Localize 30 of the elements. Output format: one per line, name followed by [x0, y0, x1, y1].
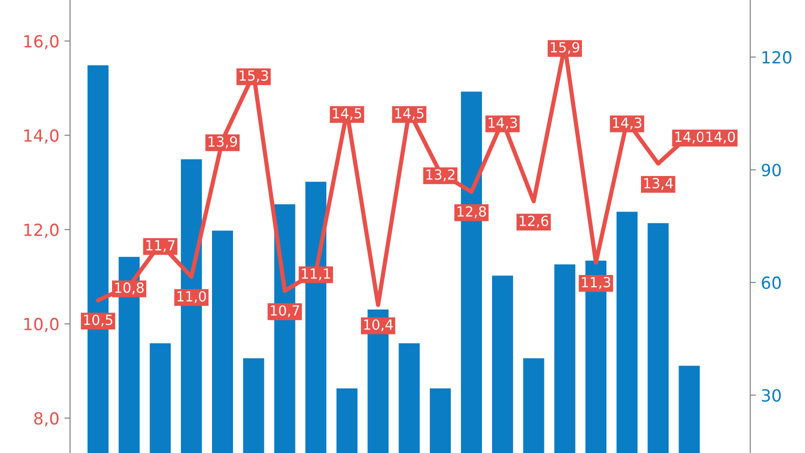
y2-tick-label: 60: [762, 276, 781, 290]
data-label: 10,7: [270, 305, 300, 318]
data-label: 11,1: [302, 268, 330, 280]
data-label: 14,0: [706, 132, 735, 144]
data-label: 11,3: [582, 276, 610, 289]
data-label: 13,4: [644, 178, 673, 190]
y-tick-label: 12,0: [24, 224, 59, 238]
y-tick-label: 16,0: [24, 34, 59, 50]
y2-tick-label: 30: [762, 389, 781, 402]
data-label: 11,7: [146, 240, 175, 252]
data-label: 15,3: [240, 70, 268, 82]
data-label: 15,9: [550, 42, 580, 54]
y2-tick-label: 120: [762, 51, 792, 64]
data-label: 12,6: [520, 216, 548, 228]
data-label: 11,0: [177, 291, 206, 303]
data-label: 12,8: [458, 206, 486, 218]
y2-tick-label: 90: [762, 164, 781, 176]
data-label: 14,3: [613, 117, 642, 130]
data-label: 14,0: [675, 132, 704, 144]
data-label: 10,5: [84, 314, 112, 327]
data-label: 14,5: [395, 108, 424, 120]
data-label: 13,2: [426, 169, 454, 182]
data-label: 14,3: [488, 117, 517, 130]
data-label: 10,8: [115, 282, 144, 294]
data-label: 14,5: [333, 108, 362, 120]
y-tick-label: 14,0: [24, 129, 59, 144]
y-tick-label: 8,0: [34, 412, 59, 426]
data-label: 13,9: [208, 136, 237, 148]
data-label: 10,4: [364, 319, 393, 332]
y-tick-label: 10,0: [24, 318, 59, 332]
